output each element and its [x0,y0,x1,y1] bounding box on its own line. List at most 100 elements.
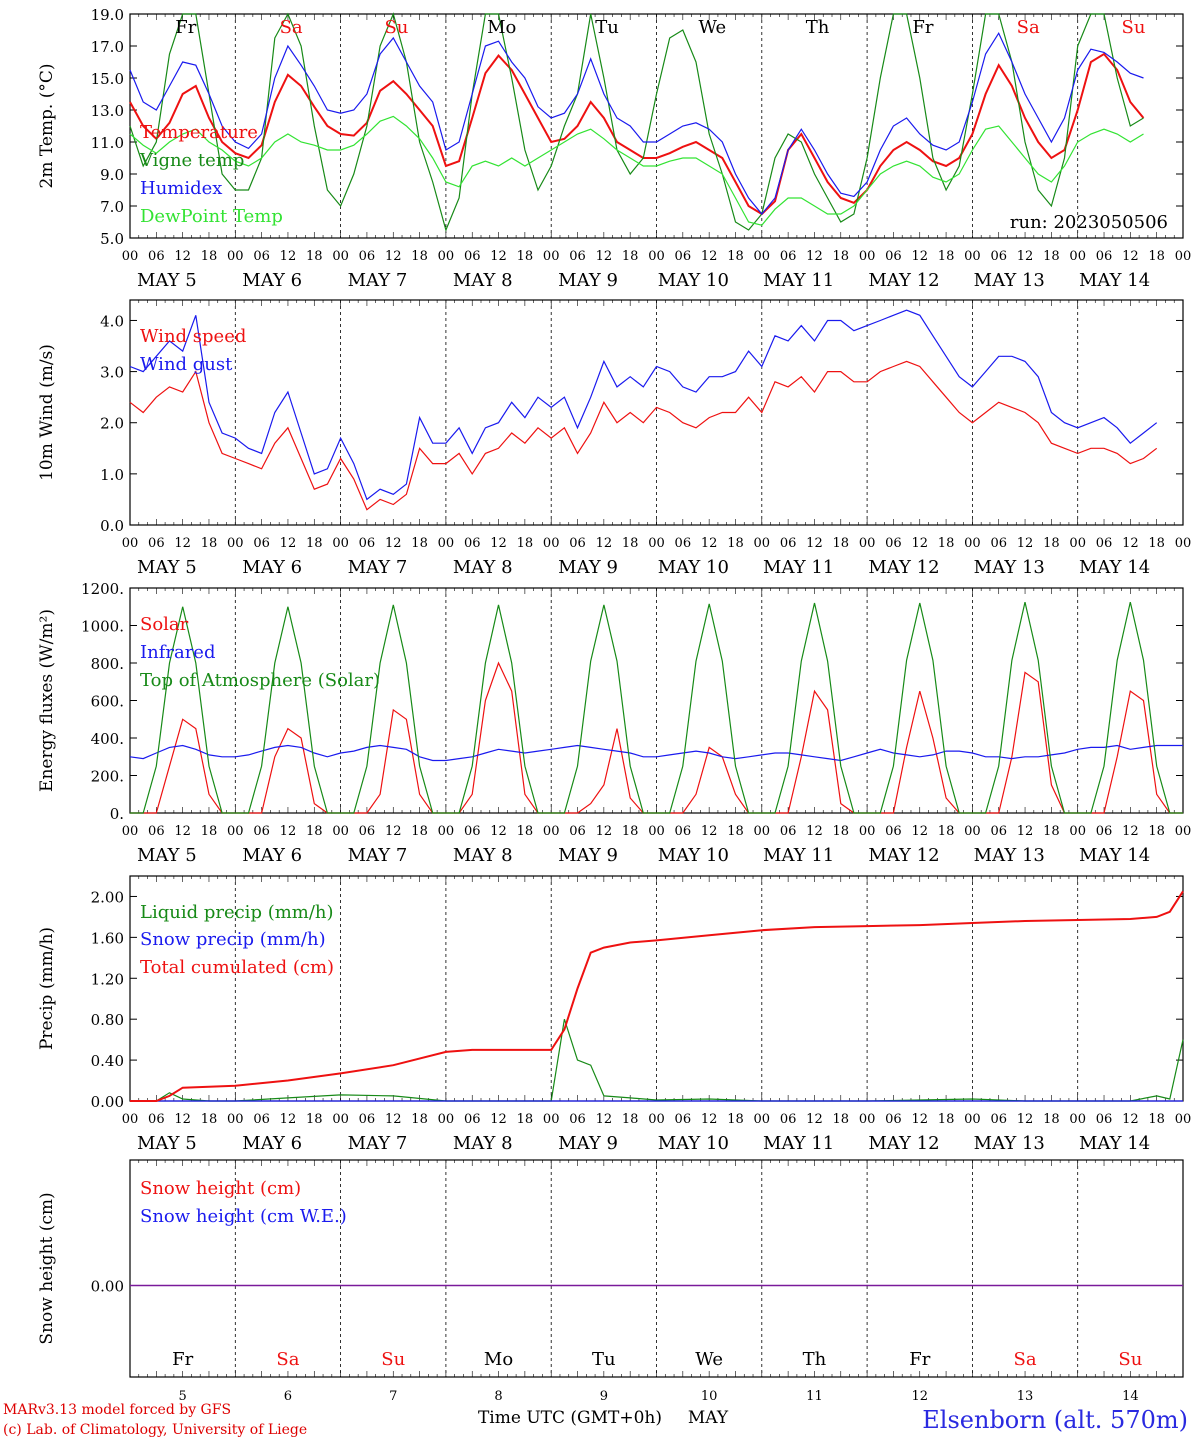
y-tick-label: 11.0 [91,134,124,152]
dow-label-bottom: Sa [276,1349,299,1370]
x-hour-label: 18 [201,824,218,839]
x-hour-label: 12 [1122,824,1139,839]
x-hour-label: 18 [1148,536,1165,551]
x-hour-label: 18 [517,249,534,264]
x-hour-label: 00 [648,536,665,551]
x-hour-label: 00 [1069,536,1086,551]
x-date-label: MAY 10 [658,1133,729,1154]
y-tick-label: 13.0 [91,102,124,120]
x-hour-label: 00 [754,249,771,264]
y-tick-label: 1200. [81,580,124,598]
x-hour-label: 18 [833,824,850,839]
x-hour-label: 18 [938,249,955,264]
x-hour-label: 18 [411,249,428,264]
x-hour-label: 18 [201,536,218,551]
y-tick-label: 0.00 [91,1278,124,1296]
x-hour-label: 00 [754,536,771,551]
x-date-label: MAY 6 [242,557,302,578]
dow-label-bottom: Fr [172,1349,193,1370]
x-hour-label: 18 [727,824,744,839]
x-date-label: MAY 13 [974,557,1045,578]
x-hour-label: 06 [148,1112,165,1127]
x-hour-label: 06 [569,1112,586,1127]
x-date-label: MAY 6 [242,270,302,291]
x-hour-label: 18 [306,1112,323,1127]
x-hour-label: 18 [1043,536,1060,551]
x-hour-label: 00 [964,824,981,839]
x-hour-label: 12 [806,249,823,264]
dow-label-bottom: Fr [909,1349,930,1370]
x-hour-label: 06 [675,824,692,839]
x-hour-label: 12 [174,536,191,551]
x-hour-label: 18 [517,536,534,551]
x-hour-label: 12 [385,824,402,839]
dow-label-bottom: Tu [592,1349,616,1370]
day-number-label: 10 [701,1389,718,1404]
x-hour-label: 06 [990,249,1007,264]
x-hour-label: 06 [569,249,586,264]
x-hour-label: 06 [253,1112,270,1127]
x-hour-label: 00 [964,1112,981,1127]
x-hour-label: 06 [569,536,586,551]
x-hour-label: 18 [938,1112,955,1127]
x-hour-label: 12 [911,249,928,264]
x-date-label: MAY 13 [974,270,1045,291]
series-line [130,601,1183,814]
x-hour-label: 00 [1175,536,1192,551]
dow-label-top: Fr [912,17,933,38]
y-axis-title: 2m Temp. (°C) [37,63,57,188]
x-hour-label: 00 [754,824,771,839]
x-date-label: MAY 8 [453,270,513,291]
y-tick-label: 15.0 [91,70,124,88]
y-tick-label: 17.0 [91,38,124,56]
legend-entry: Liquid precip (mm/h) [140,902,334,923]
x-hour-label: 18 [938,824,955,839]
x-hour-label: 00 [227,824,244,839]
x-hour-label: 12 [1017,824,1034,839]
x-date-label: MAY 11 [763,845,834,866]
panel-energy: 0. 200. 400. 600. 800. 1000. 1200. Energy fluxe… [37,580,1191,866]
station-name: Elsenborn (alt. 570m) [922,1406,1188,1434]
x-hour-label: 00 [122,824,139,839]
x-date-label: MAY 9 [558,845,618,866]
x-hour-label: 12 [490,249,507,264]
x-hour-label: 00 [1069,249,1086,264]
x-hour-label: 06 [148,249,165,264]
x-date-label: MAY 10 [658,270,729,291]
x-hour-label: 06 [885,1112,902,1127]
y-tick-label: 1.60 [91,929,124,947]
x-hour-label: 12 [280,824,297,839]
legend-entry: Vigne temp [139,150,244,171]
x-date-label: MAY 7 [348,270,408,291]
x-hour-label: 18 [306,536,323,551]
day-number-label: 6 [284,1389,292,1404]
dow-label-top: Su [384,17,408,38]
x-hour-label: 18 [517,824,534,839]
run-label: run: 2023050506 [1010,212,1168,233]
dow-label-top: Tu [595,17,619,38]
x-hour-label: 06 [148,536,165,551]
dow-label-top: Th [806,17,830,38]
x-hour-label: 12 [1017,536,1034,551]
x-hour-label: 18 [411,824,428,839]
legend-entry: Snow precip (mm/h) [140,929,326,950]
x-hour-label: 12 [596,824,613,839]
x-date-label: MAY 8 [453,845,513,866]
x-hour-label: 12 [911,536,928,551]
x-hour-label: 06 [359,536,376,551]
x-hour-label: 06 [780,536,797,551]
x-hour-label: 00 [964,249,981,264]
x-date-label: MAY 7 [348,557,408,578]
day-number-label: 14 [1122,1389,1139,1404]
x-date-label: MAY 14 [1079,1133,1150,1154]
x-date-label: MAY 5 [137,270,197,291]
x-hour-label: 12 [1017,1112,1034,1127]
x-hour-label: 00 [332,249,349,264]
x-date-label: MAY 14 [1079,270,1150,291]
x-hour-label: 06 [780,249,797,264]
x-hour-label: 06 [1096,824,1113,839]
x-hour-label: 12 [385,536,402,551]
legend-entry: DewPoint Temp [140,206,283,227]
y-tick-label: 4.0 [100,312,124,330]
x-date-label: MAY 7 [348,845,408,866]
